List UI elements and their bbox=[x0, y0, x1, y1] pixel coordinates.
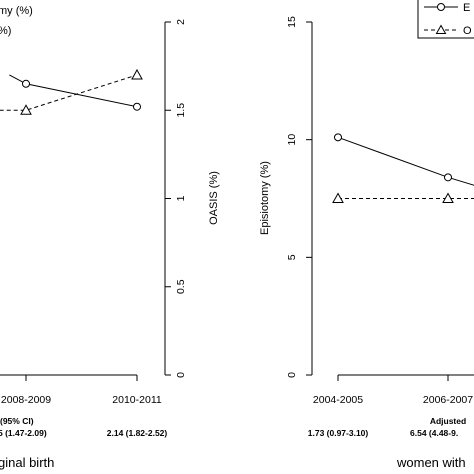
left-note-value-2: 2.14 (1.82-2.52) bbox=[107, 428, 168, 438]
right-point-circle bbox=[444, 173, 452, 182]
legend-marker-triangle bbox=[435, 24, 447, 34]
right-y-tick-label: 1 bbox=[175, 195, 187, 201]
left-point-triangle bbox=[20, 104, 32, 115]
left-x-tick-label: 2008-2009 bbox=[1, 394, 51, 406]
left-series-line-1 bbox=[9, 74, 138, 108]
right-point-circle bbox=[334, 133, 342, 142]
right-x-tick-label: 2004-2005 bbox=[313, 394, 363, 406]
right-note-value-2: 6.54 (4.48-9. bbox=[410, 428, 458, 438]
right-point-triangle bbox=[442, 192, 454, 203]
right-y-axis-title: OASIS (%) bbox=[208, 171, 220, 225]
right-note-value-1: 1.73 (0.97-3.10) bbox=[308, 428, 369, 438]
right-y-tick-label: 0.5 bbox=[175, 279, 187, 294]
right-y-axis-ticks: 0 0.5 1 1.5 2 bbox=[165, 19, 187, 378]
right-x-tick-label: 2006-2007 bbox=[423, 394, 473, 406]
right-panel: 0 5 10 15 Episiotomy (%) 2004-2005 2006-2007… bbox=[259, 0, 474, 470]
left-panel: my (%) %) 00.511.52 OASIS (%) 2008-20092… bbox=[0, 5, 220, 470]
right-y-tick-label: 0 bbox=[175, 372, 187, 378]
right-x-axis-ticks: 2004-2005 2006-2007 bbox=[313, 375, 473, 406]
right-y-tick-label: 2 bbox=[175, 19, 187, 25]
right-y-tick-label: 1.5 bbox=[175, 103, 187, 118]
left-x-axis-ticks: 2008-2009 2010-2011 bbox=[1, 375, 162, 406]
right-caption: women with bbox=[396, 455, 466, 470]
episiotomy-y-axis-ticks: 0 5 10 15 bbox=[286, 16, 312, 378]
left-point-circle bbox=[133, 102, 141, 111]
legend-label-1: E bbox=[463, 2, 470, 14]
episiotomy-y-axis-title: Episiotomy (%) bbox=[259, 161, 271, 235]
left-point-circle bbox=[22, 79, 30, 88]
left-series-group bbox=[0, 68, 143, 115]
right-point-triangle bbox=[332, 192, 344, 203]
legend-box bbox=[417, 0, 474, 39]
right-note-label: Adjusted bbox=[430, 416, 466, 426]
left-axis-title: my (%) bbox=[0, 5, 33, 17]
left-legend-fragment: %) bbox=[0, 25, 11, 37]
episiotomy-y-tick-label: 10 bbox=[286, 134, 298, 146]
right-series-line-1 bbox=[337, 136, 474, 186]
episiotomy-y-tick-label: 5 bbox=[286, 254, 298, 260]
legend-label-2: O bbox=[463, 25, 472, 37]
legend: E O bbox=[417, 0, 474, 39]
episiotomy-y-tick-label: 15 bbox=[286, 16, 298, 28]
left-note-label: (95% CI) bbox=[0, 416, 34, 426]
left-caption: ginal birth bbox=[0, 455, 54, 470]
left-note-value-1: 5 (1.47-2.09) bbox=[0, 428, 47, 438]
legend-marker-circle bbox=[437, 3, 445, 11]
right-series-group bbox=[332, 133, 474, 203]
left-x-tick-label: 2010-2011 bbox=[112, 394, 162, 406]
left-point-triangle bbox=[131, 68, 143, 80]
episiotomy-y-tick-label: 0 bbox=[286, 372, 298, 378]
